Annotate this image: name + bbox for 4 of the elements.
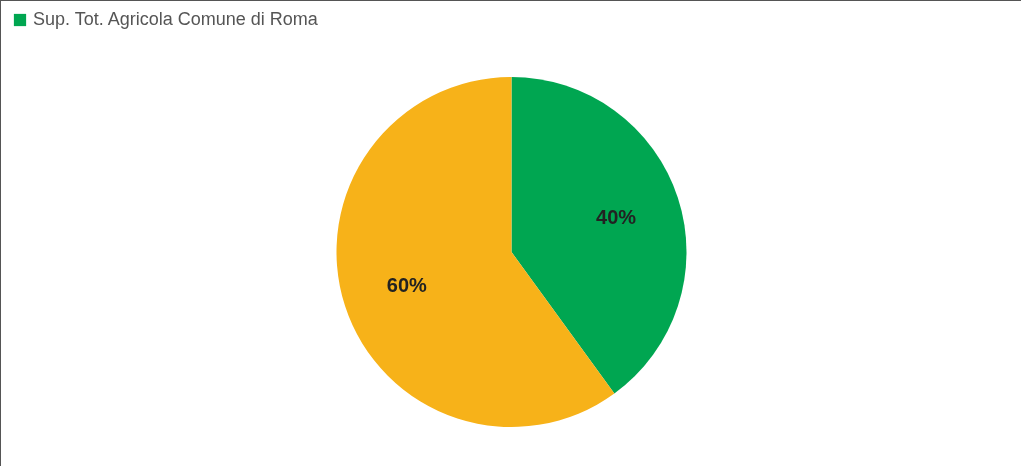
pie-slice: [511, 77, 687, 394]
data-label: 60%: [386, 273, 428, 296]
data-label: 40%: [596, 206, 637, 229]
legend-label: Sup. Tot. Agricola Comune di Roma: [33, 9, 319, 29]
